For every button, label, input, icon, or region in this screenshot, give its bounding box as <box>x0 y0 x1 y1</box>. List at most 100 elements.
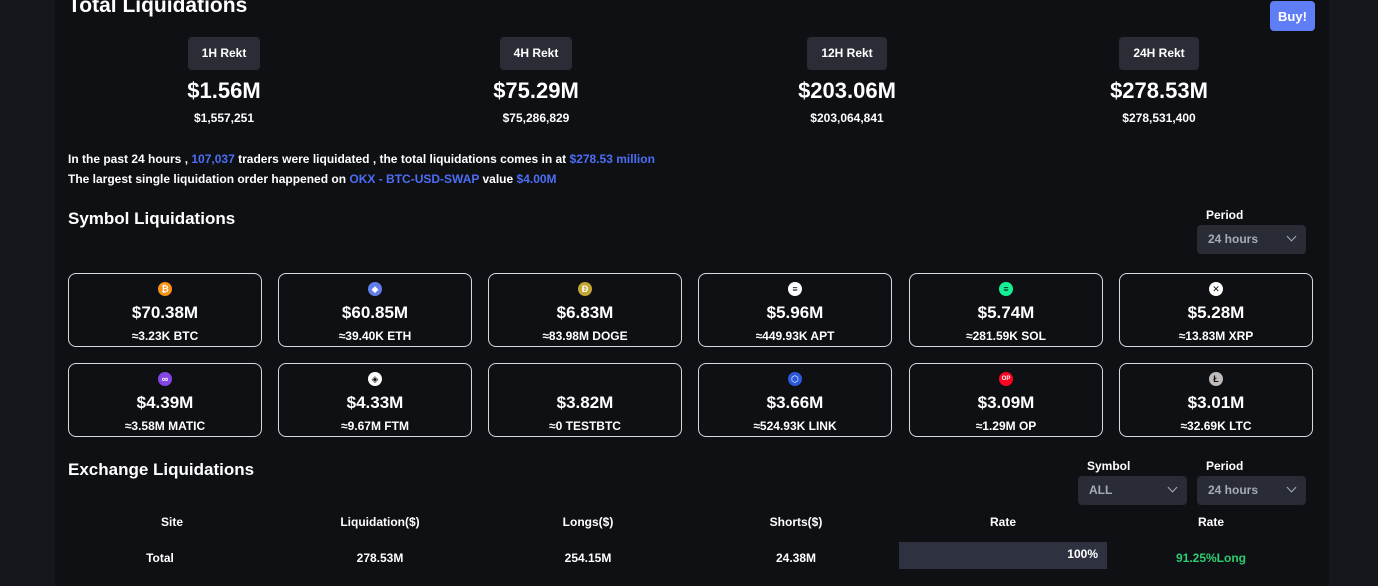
rekt-12h: 12H Rekt $203.06M $203,064,841 <box>747 37 947 125</box>
period-value: 24 hours <box>1208 483 1259 497</box>
column-header-shorts[interactable]: Shorts($) <box>769 515 823 529</box>
cell-liquidation: 278.53M <box>356 551 404 565</box>
symbol-label: Symbol <box>1087 459 1131 473</box>
exchange-period-select[interactable]: 24 hours <box>1197 476 1306 505</box>
buy-button[interactable]: Buy! <box>1270 1 1315 31</box>
symbol-amount: ≈281.59K SOL <box>966 329 1046 343</box>
rekt-badge[interactable]: 24H Rekt <box>1119 37 1199 70</box>
aptos-icon: ≡ <box>788 282 802 296</box>
symbol-card[interactable]: ₿ $70.38M ≈3.23K BTC <box>68 273 262 347</box>
period-label: Period <box>1206 208 1244 222</box>
period-label: Period <box>1206 459 1244 473</box>
rekt-value: $75.29M <box>493 78 579 103</box>
liquidation-summary: In the past 24 hours , 107,037 traders w… <box>68 149 655 189</box>
cell-rate: 91.25%Long <box>1175 551 1247 565</box>
chainlink-icon: ⬡ <box>788 372 802 386</box>
symbol-value: $70.38M <box>131 303 199 322</box>
symbol-amount: ≈39.40K ETH <box>338 329 412 343</box>
rekt-exact: $203,064,841 <box>810 111 884 125</box>
page-title: Total Liquidations <box>68 0 248 17</box>
rate-bar: 100% <box>899 542 1107 569</box>
symbol-amount: ≈3.23K BTC <box>131 329 199 343</box>
summary-line-2: The largest single liquidation order hap… <box>68 169 655 189</box>
symbol-liquidations-title: Symbol Liquidations <box>68 209 236 228</box>
column-header-longs[interactable]: Longs($) <box>562 515 614 529</box>
rate-bar-label: 100% <box>1067 547 1098 561</box>
rekt-24h: 24H Rekt $278.53M $278,531,400 <box>1059 37 1259 125</box>
symbol-amount: ≈524.93K LINK <box>753 419 837 433</box>
symbol-card[interactable]: Ð $6.83M ≈83.98M DOGE <box>488 273 682 347</box>
column-header-liquidation[interactable]: Liquidation($) <box>340 515 420 529</box>
symbol-card[interactable]: ◆ $60.85M ≈39.40K ETH <box>278 273 472 347</box>
rekt-exact: $1,557,251 <box>193 111 255 125</box>
symbol-card[interactable]: ≡ $5.74M ≈281.59K SOL <box>909 273 1103 347</box>
symbol-value: $3.82M <box>556 393 614 412</box>
symbol-amount: ≈1.29M OP <box>975 419 1037 433</box>
symbol-card[interactable]: $3.82M ≈0 TESTBTC <box>488 363 682 437</box>
exchange-liquidations-title: Exchange Liquidations <box>68 460 255 479</box>
chevron-down-icon <box>1167 482 1178 493</box>
cell-longs: 254.15M <box>564 551 612 565</box>
summary-text: In the past 24 hours , <box>68 152 189 166</box>
rekt-value: $1.56M <box>187 78 261 103</box>
symbol-card[interactable]: OP $3.09M ≈1.29M OP <box>909 363 1103 437</box>
total-liquidations: $278.53 million <box>569 152 655 166</box>
chevron-down-icon <box>1286 482 1297 493</box>
symbol-value: $3.09M <box>977 393 1035 412</box>
optimism-icon: OP <box>999 372 1013 386</box>
rekt-exact: $278,531,400 <box>1122 111 1196 125</box>
symbol-amount: ≈32.69K LTC <box>1180 419 1252 433</box>
rekt-badge[interactable]: 1H Rekt <box>187 37 261 70</box>
cell-site: Total <box>146 551 174 565</box>
symbol-value: $4.39M <box>136 393 194 412</box>
column-header-rate[interactable]: Rate <box>1197 515 1224 529</box>
chevron-down-icon <box>1286 231 1297 242</box>
column-header-rate-bar[interactable]: Rate <box>989 515 1016 529</box>
summary-text: traders were liquidated , the total liqu… <box>238 152 567 166</box>
symbol-card[interactable]: ∞ $4.39M ≈3.58M MATIC <box>68 363 262 437</box>
rekt-exact: $75,286,829 <box>502 111 570 125</box>
symbol-amount: ≈0 TESTBTC <box>549 419 621 433</box>
rekt-badge[interactable]: 4H Rekt <box>499 37 573 70</box>
symbol-value: $3.01M <box>1187 393 1245 412</box>
symbol-card[interactable]: ✕ $5.28M ≈13.83M XRP <box>1119 273 1313 347</box>
xrp-icon: ✕ <box>1209 282 1223 296</box>
summary-text: The largest single liquidation order hap… <box>68 172 347 186</box>
symbol-period-select[interactable]: 24 hours <box>1197 225 1306 254</box>
ethereum-icon: ◆ <box>368 282 382 296</box>
symbol-card[interactable]: ◈ $4.33M ≈9.67M FTM <box>278 363 472 437</box>
largest-order-link[interactable]: OKX - BTC-USD-SWAP <box>349 172 480 186</box>
bitcoin-icon: ₿ <box>158 282 172 296</box>
symbol-amount: ≈3.58M MATIC <box>124 419 206 433</box>
symbol-value: $4.33M <box>346 393 404 412</box>
litecoin-icon: Ł <box>1209 372 1223 386</box>
rekt-4h: 4H Rekt $75.29M $75,286,829 <box>436 37 636 125</box>
symbol-card[interactable]: ≡ $5.96M ≈449.93K APT <box>698 273 892 347</box>
period-value: 24 hours <box>1208 232 1259 246</box>
symbol-value: ALL <box>1089 483 1113 497</box>
symbol-amount: ≈449.93K APT <box>755 329 835 343</box>
traders-count: 107,037 <box>191 152 235 166</box>
symbol-value: $6.83M <box>556 303 614 322</box>
rekt-badge[interactable]: 12H Rekt <box>807 37 887 70</box>
symbol-value: $5.96M <box>766 303 824 322</box>
symbol-value: $60.85M <box>341 303 409 322</box>
symbol-card[interactable]: Ł $3.01M ≈32.69K LTC <box>1119 363 1313 437</box>
symbol-card[interactable]: ⬡ $3.66M ≈524.93K LINK <box>698 363 892 437</box>
rekt-1h: 1H Rekt $1.56M $1,557,251 <box>124 37 324 125</box>
symbol-amount: ≈13.83M XRP <box>1178 329 1254 343</box>
cell-shorts: 24.38M <box>775 551 817 565</box>
rekt-value: $278.53M <box>1110 78 1208 103</box>
solana-icon: ≡ <box>999 282 1013 296</box>
largest-order-value: $4.00M <box>516 172 557 186</box>
dogecoin-icon: Ð <box>578 282 592 296</box>
symbol-amount: ≈83.98M DOGE <box>542 329 628 343</box>
fantom-icon: ◈ <box>368 372 382 386</box>
symbol-value: $5.74M <box>977 303 1035 322</box>
column-header-site[interactable]: Site <box>160 515 183 529</box>
summary-text: value <box>482 172 514 186</box>
symbol-amount: ≈9.67M FTM <box>341 419 409 433</box>
polygon-icon: ∞ <box>158 372 172 386</box>
exchange-symbol-select[interactable]: ALL <box>1078 476 1187 505</box>
summary-line-1: In the past 24 hours , 107,037 traders w… <box>68 149 655 169</box>
